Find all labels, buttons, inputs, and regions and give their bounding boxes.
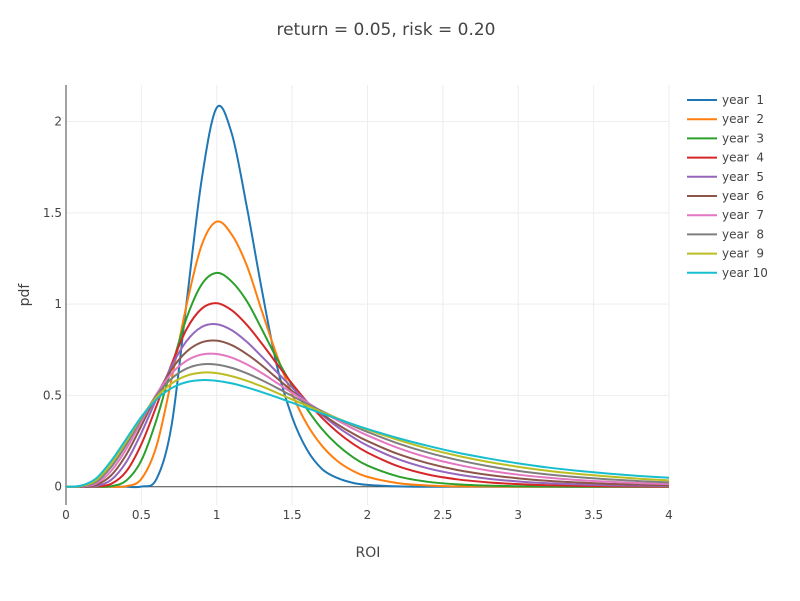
x-axis-label: ROI bbox=[356, 545, 381, 561]
y-tick-label: 1.5 bbox=[43, 206, 62, 220]
series-line-year-7 bbox=[66, 352, 669, 488]
legend-label: year 5 bbox=[722, 170, 764, 184]
series-line-year-6 bbox=[66, 339, 669, 488]
legend-item[interactable]: year 6 bbox=[687, 189, 764, 203]
plot-series bbox=[66, 104, 669, 489]
legend-label: year 8 bbox=[722, 227, 764, 241]
series-line-year-10 bbox=[66, 379, 669, 488]
legend-label: year 6 bbox=[722, 189, 764, 203]
y-tick-label: 1 bbox=[54, 297, 62, 311]
x-tick-label: 0.5 bbox=[132, 508, 151, 522]
y-tick-label: 0 bbox=[54, 480, 62, 494]
legend-label: year 4 bbox=[722, 151, 764, 165]
y-tick-label: 0.5 bbox=[43, 388, 62, 402]
legend-item[interactable]: year 2 bbox=[687, 112, 764, 126]
series-line-year-3 bbox=[66, 271, 669, 488]
legend-item[interactable]: year 8 bbox=[687, 227, 764, 241]
legend-item[interactable]: year 1 bbox=[687, 93, 764, 107]
legend-item[interactable]: year 4 bbox=[687, 151, 764, 165]
x-tick-label: 1 bbox=[213, 508, 221, 522]
x-ticks: 0 0.5 1 1.5 2 2.5 3 3.5 4 bbox=[62, 508, 673, 522]
x-tick-label: 2.5 bbox=[433, 508, 452, 522]
x-tick-label: 3.5 bbox=[584, 508, 603, 522]
legend-item[interactable]: year 9 bbox=[687, 247, 764, 261]
legend-label: year 10 bbox=[722, 266, 768, 280]
y-tick-label: 2 bbox=[54, 115, 62, 129]
x-tick-label: 1.5 bbox=[283, 508, 302, 522]
x-tick-label: 0 bbox=[62, 508, 70, 522]
legend-item[interactable]: year 3 bbox=[687, 131, 764, 145]
y-axis-label: pdf bbox=[17, 283, 33, 307]
legend-label: year 2 bbox=[722, 112, 764, 126]
series-line-year-5 bbox=[66, 323, 669, 488]
legend: year 1 year 2 year 3 year 4 year 5 year 6 year… bbox=[687, 93, 768, 280]
legend-label: year 3 bbox=[722, 131, 764, 145]
legend-label: year 1 bbox=[722, 93, 764, 107]
x-tick-label: 3 bbox=[514, 508, 522, 522]
y-ticks: 0 0.5 1 1.5 2 bbox=[43, 115, 62, 494]
legend-item[interactable]: year 5 bbox=[687, 170, 764, 184]
grid bbox=[66, 85, 670, 505]
x-tick-label: 4 bbox=[665, 508, 673, 522]
series-line-year-4 bbox=[66, 302, 669, 488]
chart-title: return = 0.05, risk = 0.20 bbox=[276, 20, 495, 40]
x-tick-label: 2 bbox=[364, 508, 372, 522]
legend-item[interactable]: year 7 bbox=[687, 208, 764, 222]
legend-item[interactable]: year 10 bbox=[687, 266, 768, 280]
legend-label: year 7 bbox=[722, 208, 764, 222]
legend-label: year 9 bbox=[722, 247, 764, 261]
